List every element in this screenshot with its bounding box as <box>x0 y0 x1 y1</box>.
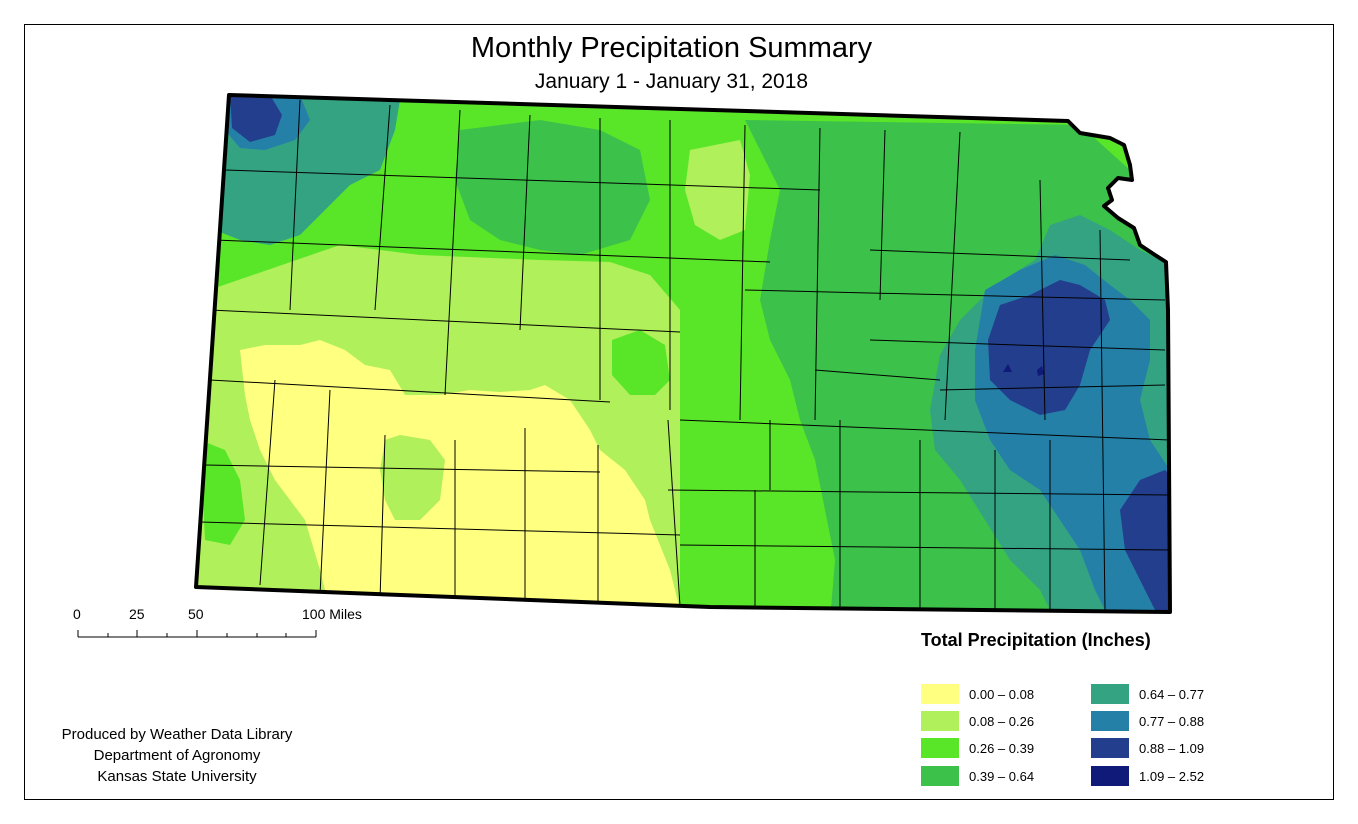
scale-tick-100-miles: 100 Miles <box>302 606 362 622</box>
precip-zone-green-pocket <box>612 330 670 395</box>
legend-swatch <box>921 738 959 758</box>
legend-label: 0.08 – 0.26 <box>969 713 1035 729</box>
map-title: Monthly Precipitation Summary <box>470 32 873 64</box>
legend-title: Total Precipitation (Inches) <box>921 630 1151 650</box>
precip-zone-light-green-island <box>380 435 445 520</box>
legend-swatch <box>921 684 959 704</box>
precip-zone-light-green-north <box>685 140 750 240</box>
scale-tick-25: 25 <box>129 606 145 622</box>
legend-item: 0.77 – 0.88 <box>1091 710 1204 732</box>
precip-zone-medium-green-north <box>455 120 650 255</box>
credit-line-3: Kansas State University <box>97 768 257 785</box>
map-frame <box>24 24 1334 800</box>
legend-swatch <box>1091 711 1129 731</box>
precip-zone-darkblue-northwest <box>230 95 282 142</box>
scale-tick-0: 0 <box>73 606 81 622</box>
map-subtitle: January 1 - January 31, 2018 <box>534 70 809 93</box>
precip-zone-darkblue-core-north <box>988 280 1110 415</box>
legend-label: 0.64 – 0.77 <box>1139 686 1205 702</box>
legend-swatch <box>1091 684 1129 704</box>
county-boundaries <box>199 99 1170 611</box>
legend-item: 0.64 – 0.77 <box>1091 683 1204 705</box>
legend-item: 0.39 – 0.64 <box>921 765 1034 787</box>
legend-item: 0.26 – 0.39 <box>921 737 1034 759</box>
legend-item: 1.09 – 2.52 <box>1091 765 1204 787</box>
legend-swatch <box>921 711 959 731</box>
legend-item: 0.88 – 1.09 <box>1091 737 1204 759</box>
legend-label: 0.39 – 0.64 <box>969 768 1035 784</box>
legend-label: 0.88 – 1.09 <box>1139 740 1205 756</box>
scale-tick-50: 50 <box>188 606 204 622</box>
legend-swatch <box>921 766 959 786</box>
legend-item: 0.08 – 0.26 <box>921 710 1034 732</box>
legend-label: 0.26 – 0.39 <box>969 740 1035 756</box>
precipitation-fill <box>196 95 1170 612</box>
kansas-state-border <box>194 93 1172 614</box>
precip-zone-max-cell-2 <box>1037 366 1044 376</box>
legend-label: 1.09 – 2.52 <box>1139 768 1205 784</box>
credit-line-1: Produced by Weather Data Library <box>61 726 293 743</box>
credit-line-2: Department of Agronomy <box>93 747 261 764</box>
legend-item: 0.00 – 0.08 <box>921 683 1034 705</box>
precip-zone-yellow <box>240 340 680 610</box>
precip-zone-green-west <box>200 440 245 545</box>
precip-zone-max-cell <box>1003 364 1012 372</box>
legend-label: 0.77 – 0.88 <box>1139 713 1205 729</box>
legend-label: 0.00 – 0.08 <box>969 686 1035 702</box>
precip-zone-darkblue-core-south <box>1120 470 1170 612</box>
legend-swatch <box>1091 766 1129 786</box>
legend-swatch <box>1091 738 1129 758</box>
credits: Produced by Weather Data Library Departm… <box>36 724 318 787</box>
